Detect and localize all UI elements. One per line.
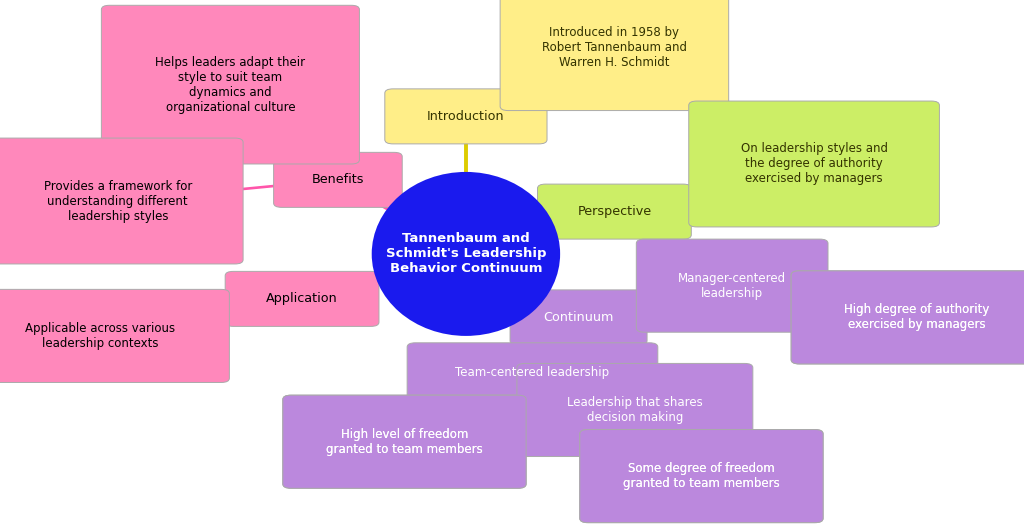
Text: High level of freedom
granted to team members: High level of freedom granted to team me… bbox=[326, 428, 483, 455]
Text: High degree of authority
exercised by managers: High degree of authority exercised by ma… bbox=[844, 304, 989, 331]
Text: Tannenbaum and
Schmidt's Leadership
Behavior Continuum: Tannenbaum and Schmidt's Leadership Beha… bbox=[386, 232, 546, 276]
Text: High degree of authority
exercised by managers: High degree of authority exercised by ma… bbox=[844, 304, 989, 331]
FancyBboxPatch shape bbox=[636, 239, 828, 332]
FancyBboxPatch shape bbox=[273, 152, 402, 207]
Text: High level of freedom
granted to team members: High level of freedom granted to team me… bbox=[326, 428, 483, 455]
FancyBboxPatch shape bbox=[689, 101, 939, 227]
Text: Applicable across various
leadership contexts: Applicable across various leadership con… bbox=[26, 322, 175, 350]
FancyBboxPatch shape bbox=[0, 289, 229, 382]
Ellipse shape bbox=[372, 172, 560, 336]
Text: Benefits: Benefits bbox=[311, 174, 365, 186]
Text: Introduction: Introduction bbox=[427, 110, 505, 123]
FancyBboxPatch shape bbox=[538, 184, 691, 239]
FancyBboxPatch shape bbox=[792, 271, 1024, 364]
Text: On leadership styles and
the degree of authority
exercised by managers: On leadership styles and the degree of a… bbox=[740, 142, 888, 186]
FancyBboxPatch shape bbox=[283, 395, 526, 488]
Text: Application: Application bbox=[266, 293, 338, 305]
FancyBboxPatch shape bbox=[225, 271, 379, 326]
FancyBboxPatch shape bbox=[510, 290, 647, 345]
FancyBboxPatch shape bbox=[517, 363, 753, 457]
FancyBboxPatch shape bbox=[0, 138, 243, 264]
Text: Some degree of freedom
granted to team members: Some degree of freedom granted to team m… bbox=[623, 462, 780, 490]
Text: Some degree of freedom
granted to team members: Some degree of freedom granted to team m… bbox=[623, 462, 780, 490]
FancyBboxPatch shape bbox=[580, 430, 823, 523]
FancyBboxPatch shape bbox=[385, 89, 547, 144]
Text: Introduced in 1958 by
Robert Tannenbaum and
Warren H. Schmidt: Introduced in 1958 by Robert Tannenbaum … bbox=[542, 26, 687, 69]
FancyBboxPatch shape bbox=[580, 430, 823, 523]
FancyBboxPatch shape bbox=[500, 0, 729, 111]
Text: Provides a framework for
understanding different
leadership styles: Provides a framework for understanding d… bbox=[44, 179, 191, 223]
FancyBboxPatch shape bbox=[283, 395, 526, 488]
Text: Perspective: Perspective bbox=[578, 205, 651, 218]
Text: Continuum: Continuum bbox=[544, 311, 613, 324]
Text: Manager-centered
leadership: Manager-centered leadership bbox=[678, 272, 786, 299]
Text: Helps leaders adapt their
style to suit team
dynamics and
organizational culture: Helps leaders adapt their style to suit … bbox=[156, 56, 305, 114]
Text: Team-centered leadership: Team-centered leadership bbox=[456, 367, 609, 379]
FancyBboxPatch shape bbox=[792, 271, 1024, 364]
Text: Leadership that shares
decision making: Leadership that shares decision making bbox=[567, 396, 702, 424]
FancyBboxPatch shape bbox=[408, 343, 657, 403]
FancyBboxPatch shape bbox=[101, 5, 359, 164]
